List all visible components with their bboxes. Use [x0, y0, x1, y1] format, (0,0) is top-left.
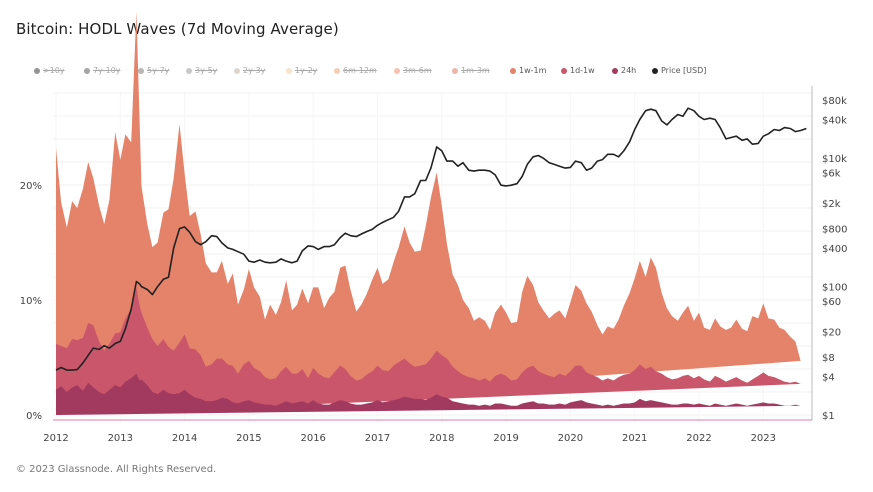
legend-item-price-usd[interactable]: Price [USD]	[652, 66, 706, 75]
x-tick-label: 2012	[43, 433, 68, 444]
x-tick-label: 2019	[493, 433, 518, 444]
copyright-footer: © 2023 Glassnode. All Rights Reserved.	[16, 464, 217, 475]
legend-label: 3y-5y	[195, 66, 218, 75]
area-24h	[56, 373, 801, 415]
legend-marker-icon	[186, 67, 192, 74]
legend-marker-icon	[286, 67, 292, 74]
y-left-tick-label: 20%	[20, 181, 42, 192]
legend-marker-icon	[452, 67, 458, 74]
legend-label: >10y	[43, 66, 65, 75]
legend-item-6m-12m[interactable]: 6m-12m	[334, 66, 377, 75]
x-tick-label: 2016	[300, 433, 325, 444]
legend-marker-icon	[138, 67, 144, 74]
x-tick-label: 2015	[236, 433, 261, 444]
legend-label: 3m-6m	[403, 66, 432, 75]
x-tick-label: 2021	[622, 433, 647, 444]
legend-label: 24h	[621, 66, 637, 75]
y-right-tick-label: $800	[822, 225, 847, 236]
legend-item-5y-7y[interactable]: 5y-7y	[138, 66, 169, 75]
legend-label: 1m-3m	[461, 66, 490, 75]
axes: 2012 2013 2014 2015 2016 2017 2018 2019 2020 2021…	[20, 86, 847, 444]
legend-marker-icon	[394, 67, 400, 74]
x-tick-label: 2013	[108, 433, 133, 444]
y-right-tick-label: $60	[822, 297, 841, 308]
legend-label: 1y-2y	[295, 66, 318, 75]
legend-label: 1w-1m	[519, 66, 547, 75]
x-tick-label: 2017	[365, 433, 390, 444]
x-tick-label: 2020	[558, 433, 583, 444]
x-tick-label: 2022	[686, 433, 711, 444]
y-right-tick-label: $6k	[822, 168, 841, 179]
y-right-tick-label: $80k	[822, 96, 847, 107]
y-right-tick-label: $20	[822, 327, 841, 338]
legend-label: Price [USD]	[661, 66, 707, 75]
legend-label: 5y-7y	[147, 66, 170, 75]
y-right-tick-label: $400	[822, 244, 847, 255]
x-tick-label: 2018	[429, 433, 454, 444]
legend-item-10y[interactable]: >10y	[34, 66, 65, 75]
y-right-tick-label: $1	[822, 411, 835, 422]
legend-marker-icon	[34, 67, 40, 74]
legend-item-1m-3m[interactable]: 1m-3m	[452, 66, 490, 75]
legend-item-3y-5y[interactable]: 3y-5y	[186, 66, 217, 75]
legend-marker-icon	[84, 67, 90, 74]
y-right-tick-label: $100	[822, 283, 847, 294]
y-left-tick-label: 0%	[26, 411, 42, 422]
y-left-tick-label: 10%	[20, 296, 42, 307]
y-right-tick-label: $2k	[822, 199, 841, 210]
legend-item-7y-10y[interactable]: 7y-10y	[84, 66, 120, 75]
stacked-areas	[56, 11, 801, 416]
legend-label: 1d-1w	[570, 66, 595, 75]
legend-item-1d-1w[interactable]: 1d-1w	[561, 66, 595, 75]
legend-marker-icon	[334, 67, 340, 74]
y-right-tick-label: $10k	[822, 154, 847, 165]
legend-marker-icon	[652, 67, 658, 74]
x-tick-label: 2014	[172, 433, 197, 444]
legend-marker-icon	[612, 67, 618, 74]
area-1d-1w	[56, 287, 801, 415]
legend-label: 2y-3y	[243, 66, 266, 75]
price-line	[55, 107, 807, 371]
legend-item-24h[interactable]: 24h	[612, 66, 636, 75]
legend-label: 6m-12m	[343, 66, 377, 75]
y-right-tick-label: $4	[822, 372, 835, 383]
legend-item-2y-3y[interactable]: 2y-3y	[234, 66, 265, 75]
legend-item-3m-6m[interactable]: 3m-6m	[394, 66, 432, 75]
legend-marker-icon	[510, 67, 516, 74]
legend-marker-icon	[234, 67, 240, 74]
legend-item-1y-2y[interactable]: 1y-2y	[286, 66, 317, 75]
chart-title: Bitcoin: HODL Waves (7d Moving Average)	[16, 20, 339, 38]
price-line-layer	[55, 107, 807, 371]
y-right-tick-label: $40k	[822, 116, 847, 127]
legend-item-1w-1m[interactable]: 1w-1m	[510, 66, 546, 75]
y-right-tick-label: $8	[822, 353, 835, 364]
area-1w-1m	[56, 11, 801, 416]
legend-marker-icon	[561, 67, 567, 74]
x-tick-label: 2023	[751, 433, 776, 444]
legend-label: 7y-10y	[93, 66, 121, 75]
